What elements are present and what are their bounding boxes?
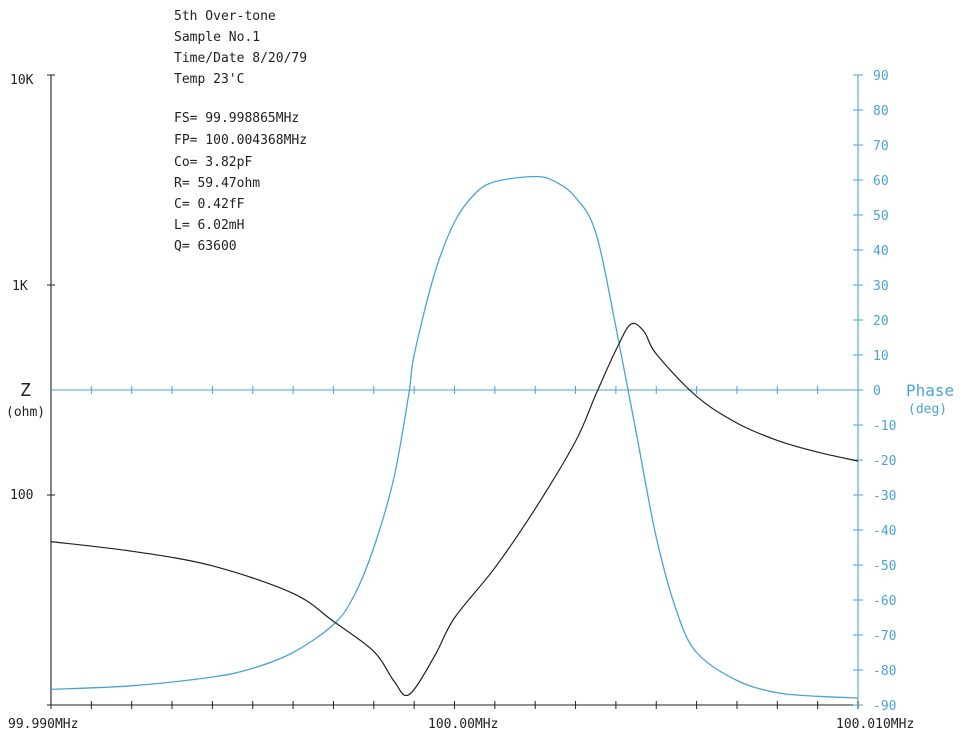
right-tick-label: -50: [873, 559, 896, 574]
parameter-line: R= 59.47ohm: [174, 176, 260, 191]
x-tick-label: 100.010MHz: [836, 717, 914, 732]
x-tick-label: 100.00MHz: [428, 717, 498, 732]
parameter-line: C= 0.42fF: [174, 197, 245, 212]
right-axis-labels: Phase (deg) 90 80 70 60 50 40 30 20 10 0 -10 -20 -30…: [873, 69, 954, 714]
left-tick-label: 1K: [12, 279, 28, 294]
parameter-line: Co= 3.82pF: [174, 155, 252, 170]
right-tick-label: -70: [873, 629, 896, 644]
left-tick-label: 10K: [10, 73, 34, 88]
right-tick-label: 0: [873, 384, 881, 399]
right-tick-label: -20: [873, 454, 896, 469]
right-tick-label: 90: [873, 69, 889, 84]
annotation-line: Time/Date 8/20/79: [174, 51, 307, 66]
right-tick-label: 30: [873, 279, 889, 294]
right-axis-title: Phase: [906, 381, 954, 400]
left-tick-label: 100: [10, 488, 33, 503]
right-tick-label: -60: [873, 594, 896, 609]
left-axis-unit: (ohm): [6, 405, 45, 420]
parameter-line: Q= 63600: [174, 239, 237, 254]
right-tick-label: 80: [873, 104, 889, 119]
right-tick-label: -30: [873, 489, 896, 504]
phase-series-line: [50, 175, 859, 699]
right-tick-label: 20: [873, 314, 889, 329]
right-tick-label: 50: [873, 209, 889, 224]
right-axis-unit: (deg): [908, 402, 947, 417]
right-tick-label: 70: [873, 139, 889, 154]
right-tick-label: 40: [873, 244, 889, 259]
right-tick-label: 10: [873, 349, 889, 364]
right-tick-label: -10: [873, 419, 896, 434]
right-tick-label: -40: [873, 524, 896, 539]
annotation-line: Sample No.1: [174, 30, 260, 45]
x-tick-label: 99.990MHz: [8, 717, 78, 732]
left-axis-labels: 10K 1K 100 Z (ohm): [6, 73, 45, 503]
parameter-line: FP= 100.004368MHz: [174, 133, 307, 148]
right-tick-label: -80: [873, 664, 896, 679]
right-tick-label: -90: [873, 699, 896, 714]
annotation-line: Temp 23'C: [174, 72, 244, 87]
axes: [47, 74, 863, 709]
x-axis-labels: 99.990MHz 100.00MHz 100.010MHz: [8, 717, 914, 732]
annotation-line: 5th Over-tone: [174, 9, 276, 24]
annotation-block: 5th Over-tone Sample No.1 Time/Date 8/20…: [174, 9, 307, 87]
parameter-block: FS= 99.998865MHz FP= 100.004368MHz Co= 3…: [174, 111, 307, 254]
impedance-series-line: [50, 322, 859, 697]
parameter-line: L= 6.02mH: [174, 218, 244, 233]
right-tick-label: 60: [873, 174, 889, 189]
left-axis-title: Z: [20, 380, 31, 401]
parameter-line: FS= 99.998865MHz: [174, 111, 299, 126]
